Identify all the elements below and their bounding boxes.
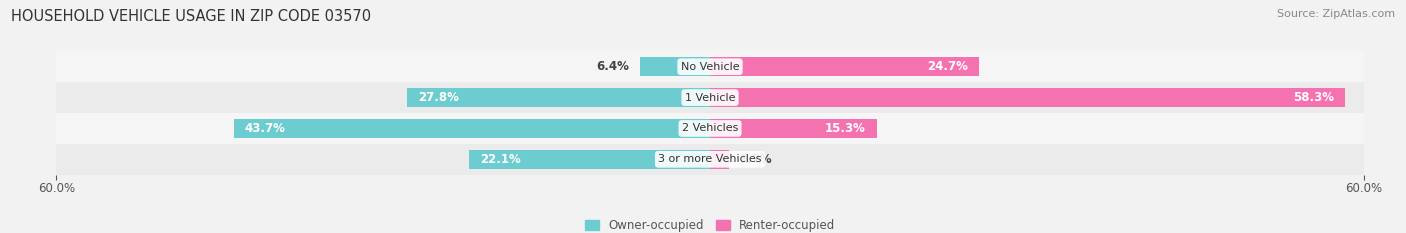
Bar: [710, 150, 728, 169]
Text: 22.1%: 22.1%: [479, 153, 520, 166]
Bar: [56, 82, 1364, 113]
Text: No Vehicle: No Vehicle: [681, 62, 740, 72]
Bar: [640, 57, 710, 76]
Text: 43.7%: 43.7%: [245, 122, 285, 135]
Text: Source: ZipAtlas.com: Source: ZipAtlas.com: [1277, 9, 1395, 19]
Bar: [710, 88, 1346, 107]
Text: 24.7%: 24.7%: [928, 60, 969, 73]
Text: HOUSEHOLD VEHICLE USAGE IN ZIP CODE 03570: HOUSEHOLD VEHICLE USAGE IN ZIP CODE 0357…: [11, 9, 371, 24]
Legend: Owner-occupied, Renter-occupied: Owner-occupied, Renter-occupied: [579, 214, 841, 233]
Bar: [710, 57, 979, 76]
Text: 27.8%: 27.8%: [418, 91, 458, 104]
Text: 3 or more Vehicles: 3 or more Vehicles: [658, 154, 762, 164]
Text: 1.7%: 1.7%: [740, 153, 772, 166]
Text: 6.4%: 6.4%: [596, 60, 630, 73]
Text: 1 Vehicle: 1 Vehicle: [685, 93, 735, 103]
Bar: [408, 88, 710, 107]
Bar: [470, 150, 710, 169]
Bar: [56, 113, 1364, 144]
Bar: [710, 119, 877, 138]
Text: 2 Vehicles: 2 Vehicles: [682, 123, 738, 134]
Text: 58.3%: 58.3%: [1294, 91, 1334, 104]
Text: 15.3%: 15.3%: [825, 122, 866, 135]
Bar: [56, 51, 1364, 82]
Bar: [233, 119, 710, 138]
Bar: [56, 144, 1364, 175]
